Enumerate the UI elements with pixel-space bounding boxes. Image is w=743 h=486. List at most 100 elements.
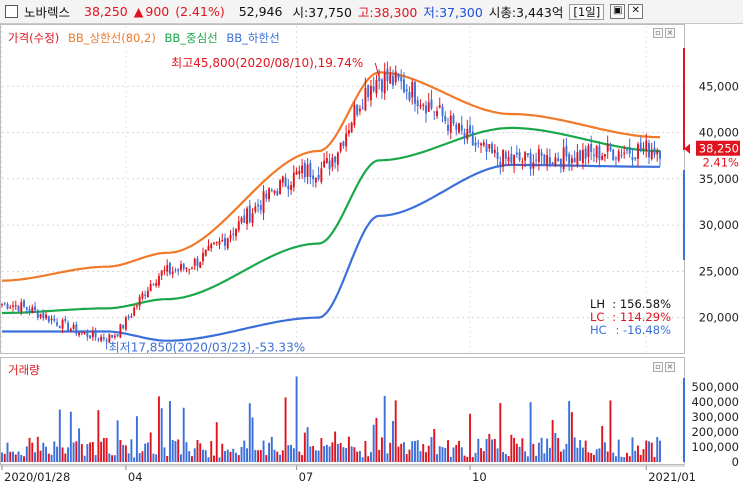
volume-bar (565, 443, 568, 462)
candle-body (130, 316, 133, 318)
price-tick-label: 35,000 (699, 172, 739, 186)
volume-bar (614, 456, 617, 462)
candle-body (422, 104, 425, 106)
candle-body (438, 105, 441, 108)
candle-body (554, 157, 557, 167)
candle-body (185, 267, 188, 270)
volume-bar (559, 451, 562, 462)
volume-bar (3, 453, 6, 462)
volume-bar (254, 449, 257, 462)
volume-bar (436, 454, 438, 462)
volume-bar (656, 436, 659, 462)
volume-bar (469, 413, 471, 462)
price-legend: 가격(수정) BB_상한선(80,2) BB_중심선 BB_하한선 (8, 30, 285, 46)
volume-bar (235, 452, 237, 462)
volume-bar (100, 441, 103, 462)
volume-bar (303, 432, 306, 462)
legend-bb-lower[interactable]: BB_하한선 (226, 31, 280, 45)
volume-bar (119, 440, 122, 462)
candle-body (91, 331, 94, 338)
volume-expand-icon[interactable]: ▫ (653, 362, 663, 372)
volume-bar (356, 451, 359, 462)
candle-body (146, 290, 149, 298)
candle-body (301, 165, 304, 173)
volume-bar (268, 442, 271, 462)
candle-body (306, 164, 309, 177)
candle-body (12, 305, 14, 307)
legend-bb-upper[interactable]: BB_상한선(80,2) (67, 31, 156, 45)
volume-bar (460, 447, 463, 462)
volume-bar (342, 447, 345, 462)
restore-icon[interactable]: ▣ (610, 4, 626, 19)
volume-bar (86, 444, 89, 462)
volume-bar (240, 446, 243, 462)
candle-body (113, 335, 116, 338)
volume-bar (91, 442, 94, 462)
candle-body (372, 86, 375, 91)
candle-body (191, 267, 193, 269)
volume-bar (279, 454, 282, 462)
candle-body (119, 324, 122, 338)
volume-bar (554, 432, 557, 462)
candle-body (196, 258, 199, 267)
close-icon[interactable]: ✕ (628, 4, 644, 19)
volume-bar (455, 445, 458, 462)
volume-bar (482, 451, 485, 462)
candle-body (17, 305, 20, 311)
volume-bar (72, 442, 75, 462)
panel-expand-icon[interactable]: ▫ (653, 28, 663, 38)
candle-body (138, 296, 141, 306)
select-checkbox[interactable] (5, 5, 18, 18)
volume-bar (529, 402, 532, 462)
volume-bar (380, 437, 383, 462)
low-annotation: 최저17,850(2020/03/23),-53.33% (109, 341, 306, 355)
candle-body (218, 241, 221, 245)
volume-bar (397, 446, 400, 462)
volume-bar (108, 453, 111, 462)
volume-bar (290, 444, 293, 462)
volume-bar (502, 451, 505, 462)
candle-body (213, 242, 215, 244)
volume-bar (9, 451, 12, 462)
legend-price[interactable]: 가격(수정) (8, 31, 60, 45)
volume-bar (400, 443, 403, 462)
candle-body (309, 163, 312, 178)
stock-name[interactable]: 노바렉스 (24, 5, 71, 20)
candle-body (226, 238, 229, 249)
volume-legend: 거래량 (8, 362, 45, 378)
volume-tick-label: 500,000 (691, 380, 739, 394)
candle-body (193, 258, 196, 266)
legend-bb-middle[interactable]: BB_중심선 (164, 31, 218, 45)
candle-body (524, 152, 527, 161)
candle-body (124, 317, 127, 330)
volume-bar (218, 457, 221, 462)
period-button[interactable]: [1일] (569, 3, 605, 20)
candle-body (89, 335, 92, 339)
volume-bar (149, 432, 152, 462)
volume-bar (207, 457, 210, 462)
volume-bar (576, 447, 579, 462)
volume-bar (334, 431, 337, 462)
volume-bar (196, 439, 199, 462)
volume-bar (458, 440, 460, 462)
candle-body (425, 105, 427, 114)
volume-bar (449, 456, 452, 462)
volume-bar (617, 439, 620, 462)
volume-close-icon[interactable]: × (665, 362, 675, 372)
legend-volume[interactable]: 거래량 (8, 363, 40, 377)
volume-bar (328, 446, 331, 462)
volume-bar (414, 440, 416, 462)
current-price-tag: 38,250 (699, 142, 739, 156)
candle-body (537, 149, 540, 162)
volume-bar (416, 440, 419, 462)
candle-body (573, 157, 576, 163)
volume-bar (166, 455, 169, 462)
volume-bar (526, 456, 529, 462)
volume-bar (67, 447, 70, 462)
candle-body (1, 303, 3, 305)
volume-bar (179, 454, 182, 462)
panel-close-icon[interactable]: × (665, 28, 675, 38)
candle-body (141, 293, 144, 299)
volume-bar (535, 455, 538, 462)
